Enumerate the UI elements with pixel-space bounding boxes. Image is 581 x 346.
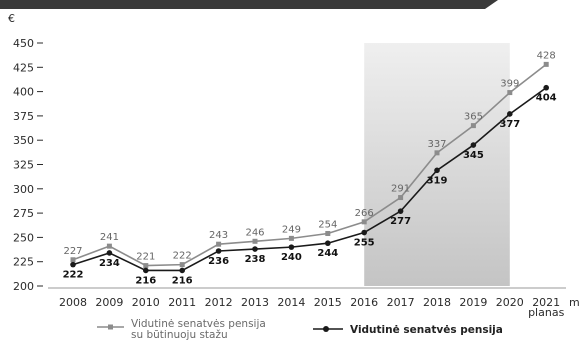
data-label-lower: 345: [463, 150, 484, 161]
data-point-circle: [106, 250, 113, 256]
y-tick-label: 400: [13, 86, 34, 99]
data-label-upper: 428: [537, 50, 556, 61]
data-label-lower: 319: [427, 175, 448, 186]
x-axis-unit-label: m: [569, 296, 580, 309]
data-point-circle: [215, 248, 222, 254]
data-point-circle: [179, 267, 185, 274]
x-tick-label: 2013: [241, 296, 269, 309]
x-tick-label: 2012: [205, 296, 233, 309]
y-tick-label: 375: [13, 110, 34, 123]
data-label-lower: 240: [281, 252, 302, 263]
header-band: [0, 0, 498, 9]
data-point-square: [143, 263, 149, 269]
data-point-circle: [70, 261, 76, 268]
data-point-circle: [507, 111, 513, 117]
data-point-square: [325, 231, 331, 237]
data-point-square: [179, 262, 185, 268]
x-tick-label: 2016: [350, 296, 378, 309]
data-label-upper: 221: [136, 252, 155, 263]
data-label-upper: 399: [500, 79, 519, 90]
data-label-lower: 277: [390, 216, 411, 227]
y-axis-unit-label: €: [8, 12, 15, 25]
data-label-lower: 377: [499, 119, 520, 130]
x-tick-label: 2014: [277, 296, 305, 309]
data-point-circle: [397, 208, 404, 214]
data-point-square: [216, 241, 222, 247]
x-tick-label: 2019: [459, 296, 487, 309]
legend-label: su būtinuoju stažu: [131, 329, 228, 341]
data-point-square: [434, 150, 440, 156]
data-point-square: [361, 219, 367, 225]
data-label-lower: 244: [317, 248, 338, 259]
data-point-circle: [470, 142, 477, 148]
data-label-upper: 266: [355, 208, 374, 219]
y-tick-label: 425: [13, 61, 34, 74]
data-label-upper: 227: [63, 246, 82, 257]
data-label-lower: 222: [63, 270, 84, 281]
data-point-square: [543, 61, 549, 67]
data-label-lower: 255: [354, 238, 375, 249]
data-label-lower: 216: [172, 275, 193, 286]
data-point-square: [470, 123, 476, 129]
legend-label: Vidutinė senatvės pensija: [131, 318, 266, 330]
data-label-lower: 238: [245, 254, 266, 265]
y-tick-label: 350: [13, 134, 34, 147]
legend-marker-square: [108, 324, 113, 330]
data-label-upper: 243: [209, 230, 228, 241]
data-label-upper: 246: [245, 227, 264, 238]
data-point-square: [507, 90, 513, 96]
data-label-lower: 404: [536, 93, 557, 104]
data-point-circle: [361, 229, 368, 236]
data-point-circle: [288, 244, 295, 250]
series-line: [72, 63, 547, 267]
data-label-upper: 249: [282, 224, 301, 235]
y-tick-label: 225: [13, 256, 34, 269]
data-label-upper: 365: [464, 112, 483, 123]
data-label-lower: 234: [99, 258, 120, 269]
y-tick-label: 325: [13, 159, 34, 172]
data-label-upper: 241: [100, 232, 119, 243]
y-tick-label: 300: [13, 183, 34, 196]
data-point-square: [398, 195, 404, 201]
data-label-lower: 216: [135, 275, 156, 286]
forecast-shaded-area: [364, 43, 510, 286]
data-label-upper: 222: [173, 251, 192, 262]
y-tick-label: 450: [13, 37, 34, 50]
data-label-upper: 337: [427, 139, 446, 150]
x-tick-label: 2020: [496, 296, 524, 309]
data-point-square: [288, 235, 294, 241]
series-line: [72, 87, 547, 272]
data-point-circle: [434, 167, 440, 174]
data-label-lower: 236: [208, 256, 229, 267]
data-label-upper: 291: [391, 184, 410, 195]
data-point-circle: [252, 246, 258, 252]
y-tick-label: 200: [13, 280, 34, 293]
x-tick-label: 2021: [532, 296, 560, 309]
data-point-circle: [325, 240, 331, 247]
x-tick-label: 2018: [423, 296, 451, 309]
data-point-square: [70, 257, 76, 263]
data-point-square: [106, 243, 112, 249]
x-tick-label: 2017: [387, 296, 415, 309]
x-tick-label: 2009: [95, 296, 123, 309]
data-label-upper: 254: [318, 220, 337, 231]
x-tick-label: 2010: [132, 296, 160, 309]
x-tick-label: 2011: [168, 296, 196, 309]
legend-marker-circle: [323, 326, 329, 332]
x-tick-sublabel: planas: [528, 306, 564, 319]
data-point-square: [252, 238, 258, 244]
x-tick-label: 2008: [59, 296, 87, 309]
x-tick-label: 2015: [314, 296, 342, 309]
y-tick-label: 250: [13, 231, 34, 244]
legend-label: Vidutinė senatvės pensija: [350, 324, 503, 336]
data-point-circle: [143, 267, 149, 274]
data-point-circle: [543, 84, 549, 91]
y-tick-label: 275: [13, 207, 34, 220]
